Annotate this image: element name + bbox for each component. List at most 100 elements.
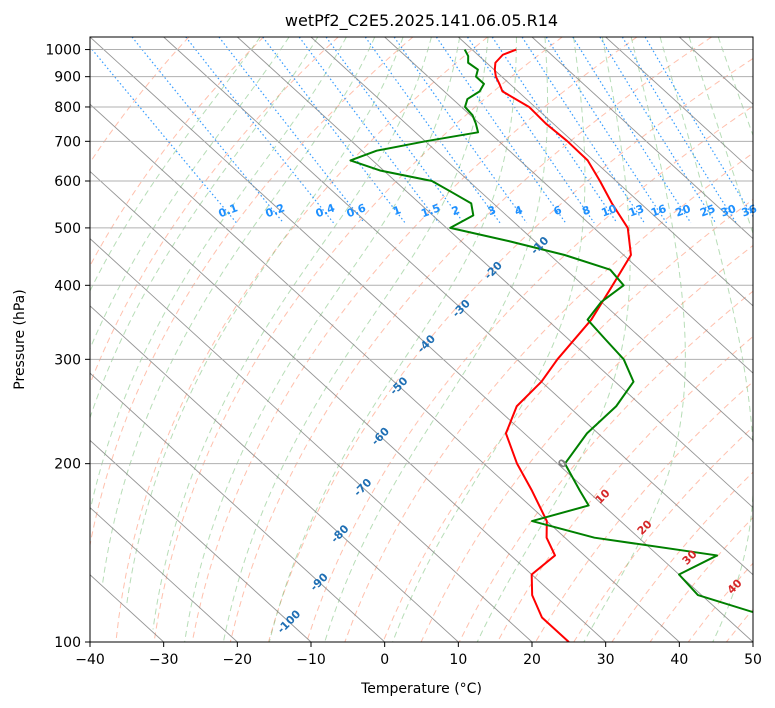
x-axis-label: Temperature (°C): [360, 681, 482, 697]
dry-adiabat: [90, 37, 190, 164]
x-tick-label: −20: [223, 652, 253, 668]
isotherm-line: [605, 37, 753, 173]
background-lines: [90, 37, 775, 642]
y-axis-label: Pressure (hPa): [12, 289, 28, 389]
dewpoint-trace: [349, 49, 753, 614]
mixing-ratio-line: [364, 37, 501, 224]
mixing-ratio-label: 3: [486, 203, 498, 218]
mixing-ratio-label: 1.5: [419, 201, 442, 220]
moist-adiabat: [476, 37, 631, 642]
dry-adiabat: [191, 37, 638, 642]
mixing-ratio-label: 30: [719, 202, 738, 220]
moist-adiabat: [717, 37, 753, 137]
isotherm-line: [90, 372, 385, 642]
isotherm-line: [752, 37, 753, 38]
mixing-ratio-line: [599, 37, 717, 224]
mixing-ratio-line: [467, 37, 595, 224]
y-tick-label: 400: [54, 278, 81, 294]
mixing-ratio-label: 0.4: [314, 201, 337, 220]
x-tick-label: 40: [670, 652, 688, 668]
x-tick-label: −40: [75, 652, 105, 668]
sounding-traces: [349, 48, 753, 642]
moist-adiabat: [90, 37, 347, 514]
dry-adiabat: [229, 37, 712, 642]
mixing-ratio-line: [393, 37, 528, 224]
moist-adiabat-label: 20: [635, 517, 655, 537]
moist-adiabat: [324, 37, 549, 642]
chart-title: wetPf2_C2E5.2025.141.06.05.R14: [285, 11, 558, 31]
moist-adiabat: [152, 37, 432, 630]
isotherm-line: [90, 439, 312, 642]
dry-adiabat: [535, 381, 753, 642]
dry-adiabat: [497, 335, 753, 642]
mixing-ratio-label: 20: [674, 202, 693, 220]
isotherm-line: [458, 37, 753, 307]
mixing-ratio-label: 0.1: [217, 201, 240, 220]
moist-adiabat: [222, 37, 489, 642]
y-tick-label: 600: [54, 174, 81, 190]
mixing-ratio-label: 0.6: [345, 201, 368, 220]
mixing-ratio-line: [621, 37, 737, 224]
dry-adiabat: [573, 426, 753, 642]
mixing-ratio-label: 36: [740, 202, 759, 220]
moist-adiabat: [90, 37, 261, 293]
isotherm-line: [163, 37, 753, 576]
moist-adiabat: [583, 37, 686, 642]
y-tick-label: 200: [54, 457, 81, 473]
dry-adiabat: [153, 37, 563, 642]
line-labels: -100-90-80-70-60-50-40-30-20-100.1 0.2 0.4…: [217, 201, 759, 636]
dry-adiabat: [90, 37, 264, 267]
dry-adiabat: [765, 37, 775, 642]
mixing-ratio-line: [218, 37, 365, 224]
mixing-ratio-label: 25: [698, 202, 717, 219]
mixing-ratio-line: [644, 37, 753, 218]
mixing-ratio-label: 1: [391, 203, 403, 218]
isotherm-line: [90, 37, 753, 642]
isotherm-line: [90, 238, 533, 642]
y-tick-label: 300: [54, 352, 81, 368]
isotherm-line: [90, 103, 680, 642]
mixing-ratio-label: 16: [649, 202, 668, 220]
plot-frame: [89, 36, 754, 643]
y-tick-label: 1000: [45, 43, 81, 59]
mixing-ratio-label: 10: [600, 202, 619, 220]
temperature-trace: [493, 48, 632, 642]
x-tick-label: 0: [380, 652, 389, 668]
dry-adiabat: [115, 37, 488, 642]
mixing-ratio-line: [131, 37, 284, 224]
isotherm-label: -100: [275, 607, 304, 636]
isotherm-line: [237, 37, 753, 509]
mixing-ratio-line: [325, 37, 465, 224]
x-tick-label: −10: [296, 652, 326, 668]
mixing-ratio-line: [262, 37, 406, 224]
mixing-ratio-label: 13: [627, 202, 646, 219]
x-tick-label: 30: [597, 652, 615, 668]
mixing-ratio-line: [298, 37, 440, 224]
dry-adiabat: [90, 37, 414, 548]
dry-adiabat: [687, 562, 753, 642]
moist-adiabat: [659, 37, 753, 642]
dry-adiabat: [420, 244, 753, 642]
y-tick-label: 500: [54, 221, 81, 237]
mixing-ratio-line: [185, 37, 334, 224]
moist-adiabat-label: 10: [593, 486, 613, 506]
moist-adiabat: [184, 37, 461, 642]
isotherm-line: [384, 37, 753, 374]
mixing-ratio-label: 2: [450, 203, 462, 218]
dry-adiabat: [306, 105, 753, 642]
dry-adiabat: [725, 608, 753, 642]
x-tick-label: 20: [523, 652, 541, 668]
isotherm-line: [531, 37, 753, 240]
mixing-ratio-label: 8: [580, 203, 592, 218]
y-tick-label: 900: [54, 70, 81, 86]
dry-adiabat: [268, 57, 753, 642]
mixing-ratio-label: 4: [513, 203, 525, 218]
isotherm-line: [90, 506, 238, 642]
moist-adiabat: [125, 37, 404, 607]
mixing-ratio-label: 6: [552, 203, 564, 218]
y-axis-ticks: 100 200 300 400 500 600 700 800 900 1000: [45, 43, 90, 651]
mixing-ratio-label: 0.2: [264, 201, 287, 220]
y-tick-label: 700: [54, 134, 81, 150]
dry-adiabat: [344, 152, 753, 642]
